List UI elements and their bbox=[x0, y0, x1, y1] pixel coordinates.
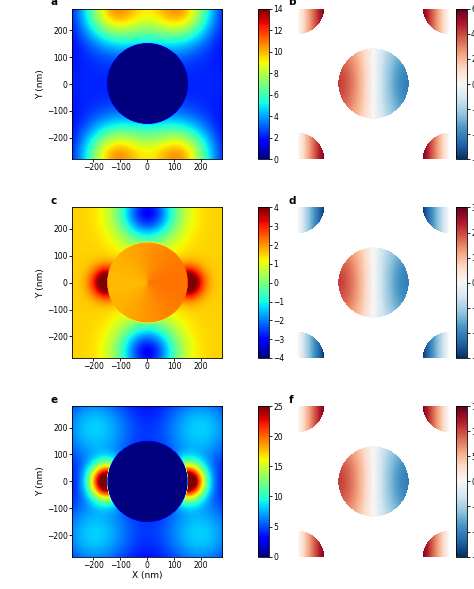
Text: a: a bbox=[51, 0, 58, 7]
Text: e: e bbox=[51, 395, 58, 405]
Y-axis label: Y (nm): Y (nm) bbox=[36, 69, 46, 99]
X-axis label: X (nm): X (nm) bbox=[132, 571, 163, 580]
Y-axis label: Y (nm): Y (nm) bbox=[36, 466, 46, 497]
Y-axis label: Y (nm): Y (nm) bbox=[36, 268, 46, 297]
Text: d: d bbox=[289, 196, 296, 206]
Text: b: b bbox=[289, 0, 296, 7]
Text: c: c bbox=[51, 196, 57, 206]
Text: f: f bbox=[289, 395, 293, 405]
